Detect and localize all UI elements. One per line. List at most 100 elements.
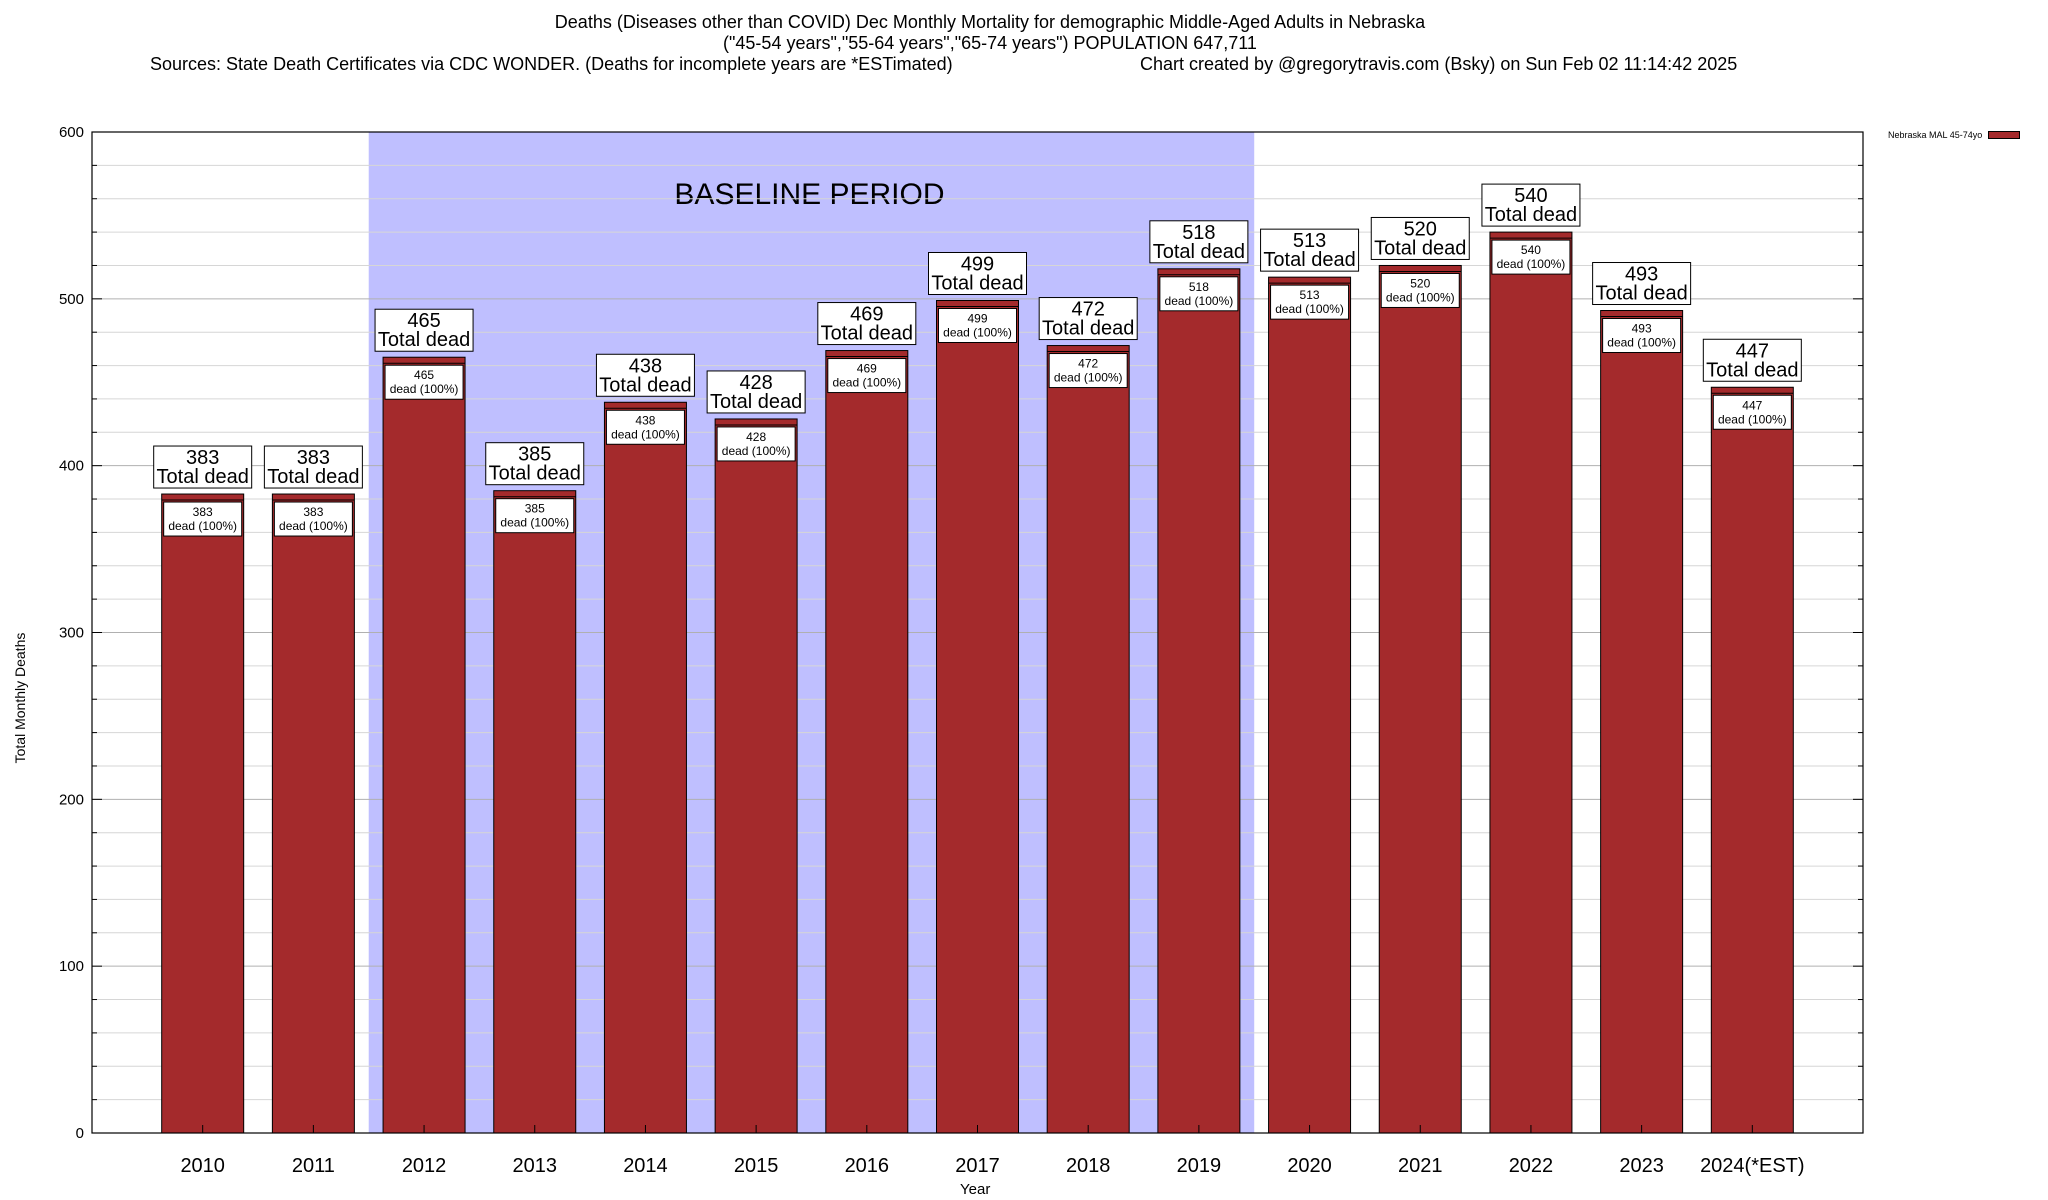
bar: [161, 493, 245, 1134]
x-tick-label: 2019: [1177, 1155, 1222, 1177]
inner-label-text: dead (100%): [1165, 294, 1234, 308]
total-label-text: Total dead: [1485, 204, 1577, 226]
inner-label-box: [716, 426, 796, 462]
baseline-label: BASELINE PERIOD: [674, 178, 944, 211]
inner-label-text: dead (100%): [832, 376, 901, 390]
inner-label-text: dead (100%): [1607, 336, 1676, 350]
x-tick-label: 2024(*EST): [1700, 1155, 1805, 1177]
inner-label-value: 438: [635, 413, 655, 427]
total-label-text: Total dead: [1595, 283, 1687, 305]
inner-label-box: [1048, 353, 1128, 389]
total-label-box: [928, 252, 1027, 296]
x-tick-label: 2014: [623, 1155, 668, 1177]
inner-label-value: 513: [1300, 288, 1320, 302]
x-tick-label: 2017: [955, 1155, 1000, 1177]
total-label-text: Total dead: [1374, 237, 1466, 259]
total-label-text: Total dead: [710, 391, 802, 413]
x-tick-label: 2010: [180, 1155, 225, 1177]
x-tick-label: 2022: [1509, 1155, 1554, 1177]
bar: [936, 300, 1019, 1134]
total-label-value: 383: [297, 447, 330, 469]
y-tick-label: 0: [76, 1125, 84, 1142]
total-label-value: 493: [1625, 264, 1658, 286]
total-label-text: Total dead: [157, 466, 249, 488]
inner-label-value: 472: [1078, 357, 1098, 371]
inner-label-text: dead (100%): [279, 519, 348, 533]
total-label-box: [1592, 262, 1692, 306]
x-tick-label: 2021: [1398, 1155, 1443, 1177]
inner-label-box: [163, 501, 243, 537]
total-label-value: 465: [407, 310, 440, 332]
inner-label-value: 469: [857, 362, 877, 376]
inner-label-box: [1491, 239, 1571, 275]
total-label-box: [374, 308, 474, 352]
y-tick-label: 200: [59, 791, 84, 808]
total-label-text: Total dead: [489, 463, 581, 485]
y-tick-label: 400: [59, 458, 84, 475]
y-tick-label: 500: [59, 291, 84, 308]
total-label-value: 447: [1736, 340, 1769, 362]
bar: [493, 490, 577, 1134]
inner-label-box: [1159, 276, 1239, 312]
bar: [1378, 264, 1462, 1134]
total-label-text: Total dead: [599, 374, 691, 396]
total-label-box: [1149, 220, 1249, 264]
inner-label-text: dead (100%): [611, 427, 680, 441]
x-tick-label: 2011: [292, 1155, 335, 1177]
inner-label-text: dead (100%): [1275, 302, 1344, 316]
total-label-value: 383: [186, 447, 219, 469]
chart-title: Deaths (Diseases other than COVID) Dec M…: [0, 12, 1980, 54]
x-tick-label: 2023: [1619, 1155, 1664, 1177]
inner-label-box: [495, 498, 575, 534]
bar: [1157, 268, 1241, 1134]
total-label-value: 438: [629, 355, 662, 377]
total-label-value: 513: [1293, 230, 1326, 252]
inner-label-text: dead (100%): [722, 444, 791, 458]
inner-label-value: 385: [525, 502, 545, 516]
inner-label-value: 465: [414, 368, 434, 382]
inner-label-box: [273, 501, 353, 537]
inner-label-value: 428: [746, 430, 766, 444]
inner-label-value: 499: [967, 312, 987, 326]
inner-label-value: 383: [193, 505, 213, 519]
bar: [714, 418, 798, 1134]
legend-swatch: [1988, 131, 2021, 139]
title-line-1: Deaths (Diseases other than COVID) Dec M…: [554, 12, 1426, 32]
plot-border: [91, 131, 1864, 1134]
bar: [271, 493, 355, 1134]
inner-label-value: 447: [1742, 398, 1762, 412]
bar: [1268, 276, 1352, 1134]
sources-text: Sources: State Death Certificates via CD…: [150, 54, 953, 74]
total-label-box: [706, 370, 806, 414]
y-tick-label: 100: [59, 958, 84, 975]
total-label-box: [1481, 183, 1581, 227]
x-tick-label: 2020: [1287, 1155, 1332, 1177]
y-tick-label: 300: [59, 625, 84, 642]
total-label-text: Total dead: [378, 329, 470, 351]
total-label-text: Total dead: [267, 466, 359, 488]
x-tick-label: 2013: [513, 1155, 558, 1177]
y-tick-label: 600: [59, 124, 84, 141]
total-label-value: 540: [1514, 185, 1547, 207]
bar: [603, 401, 687, 1134]
total-label-box: [595, 353, 695, 397]
total-label-value: 472: [1072, 299, 1105, 321]
x-tick-label: 2015: [734, 1155, 779, 1177]
x-tick-label: 2018: [1066, 1155, 1111, 1177]
inner-label-text: dead (100%): [500, 516, 569, 530]
total-label-box: [153, 445, 253, 489]
inner-label-text: dead (100%): [390, 382, 459, 396]
inner-label-box: [384, 364, 464, 400]
inner-label-box: [1602, 318, 1682, 354]
total-label-value: 428: [739, 372, 772, 394]
total-label-box: [817, 302, 917, 346]
inner-label-text: dead (100%): [943, 326, 1012, 340]
inner-label-box: [605, 409, 685, 445]
total-label-text: Total dead: [1042, 318, 1134, 340]
total-label-box: [1702, 338, 1802, 382]
inner-label-text: dead (100%): [168, 519, 237, 533]
inner-label-value: 518: [1189, 280, 1209, 294]
legend: Nebraska MAL 45-74yo: [1888, 130, 2021, 140]
total-label-box: [1260, 228, 1360, 272]
